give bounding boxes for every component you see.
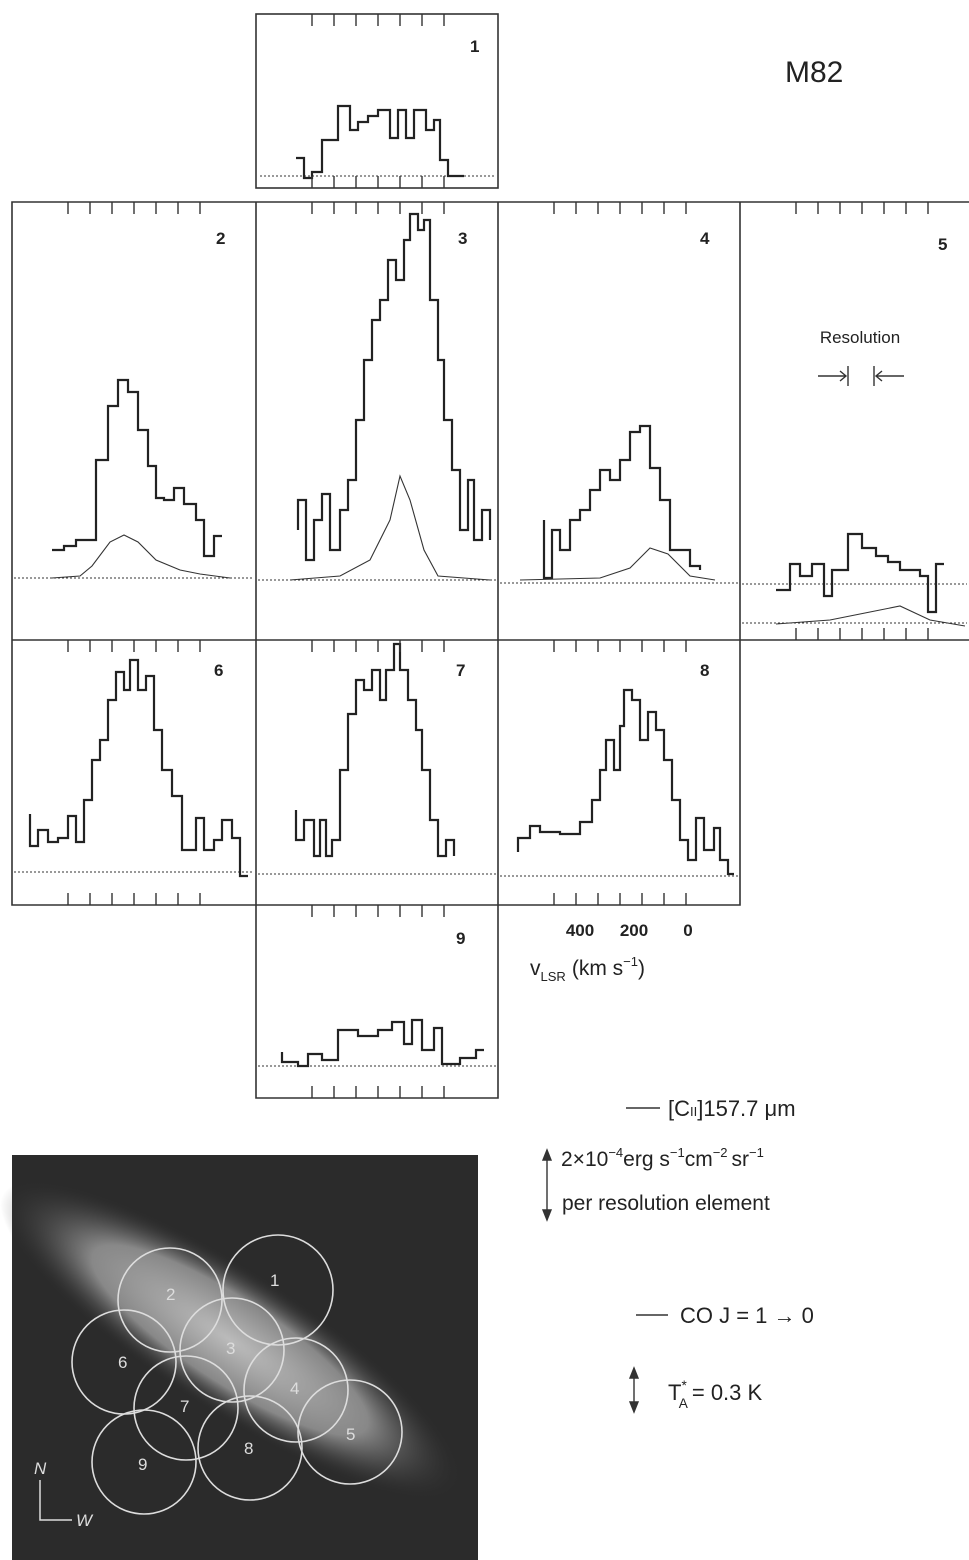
panel-number: 7 — [456, 661, 465, 680]
axis-label-close: ) — [638, 957, 645, 980]
beam-label: 6 — [118, 1353, 127, 1372]
legend-text: = 0.3 K — [692, 1380, 763, 1405]
legend-text: [C — [668, 1096, 690, 1121]
beam-label: 1 — [270, 1271, 279, 1290]
axis-label-sub: LSR — [541, 969, 566, 984]
axis-tick-label: 0 — [683, 921, 692, 940]
compass-west: W — [76, 1511, 94, 1530]
legend-text: sr — [732, 1148, 750, 1171]
beam-label: 3 — [226, 1339, 235, 1358]
resolution-arrows — [818, 366, 904, 386]
title: M82 — [785, 56, 843, 89]
panel-number: 3 — [458, 229, 467, 248]
legend-arrow — [541, 1148, 553, 1222]
legend-text: * — [681, 1378, 687, 1393]
legend-co-name: CO J = 1 → 0 — [680, 1303, 814, 1328]
legend-co-scale: T* A = 0.3 K — [668, 1378, 763, 1411]
panel-number: 6 — [214, 661, 223, 680]
beam-label: 2 — [166, 1285, 175, 1304]
legend-text: −2 — [713, 1145, 728, 1160]
beam-label: 8 — [244, 1439, 253, 1458]
legend-text: T — [668, 1380, 681, 1405]
spectra — [28, 104, 966, 1068]
legend-cii-scale: 2×10−4erg s−1cm−2 sr−1 — [561, 1145, 764, 1171]
panel-number: 8 — [700, 661, 709, 680]
tick-marks — [67, 14, 929, 1098]
panel-frames — [11, 13, 969, 1099]
panel-number: 2 — [216, 229, 225, 248]
legend-text: A — [679, 1396, 689, 1411]
legend-text: −1 — [670, 1145, 685, 1160]
legend-text: ]157.7 μm — [697, 1096, 795, 1121]
legend-arrow — [628, 1366, 640, 1414]
axis-label-unit: (km s — [572, 957, 623, 980]
legend-cii-per: per resolution element — [562, 1192, 770, 1215]
legend-text: erg s — [623, 1148, 670, 1171]
baselines — [14, 175, 967, 1067]
axis-tick-label: 400 — [566, 921, 594, 940]
panel-number: 5 — [938, 235, 947, 254]
axis-label-main: v — [530, 957, 541, 980]
panel-number: 1 — [470, 37, 479, 56]
legend-text: −4 — [608, 1145, 623, 1160]
beam-label: 4 — [290, 1379, 299, 1398]
legend-text: II — [690, 1104, 697, 1119]
beam-label: 5 — [346, 1425, 355, 1444]
axis-tick-label: 200 — [620, 921, 648, 940]
legend-text: 2×10 — [561, 1148, 608, 1171]
resolution-label: Resolution — [820, 328, 900, 347]
axis-label: vLSR (km s−1) — [530, 954, 645, 984]
panel-number: 9 — [456, 929, 465, 948]
compass-north: N — [34, 1459, 47, 1478]
panel-number: 4 — [700, 229, 710, 248]
legend-text: cm — [685, 1148, 713, 1171]
galaxy-image — [0, 1155, 478, 1560]
legend-cii-name: [CII]157.7 μm — [668, 1096, 796, 1121]
beam-label: 7 — [180, 1397, 189, 1416]
axis-label-sup: −1 — [623, 954, 638, 969]
beam-label: 9 — [138, 1455, 147, 1474]
legend-text: −1 — [749, 1145, 764, 1160]
